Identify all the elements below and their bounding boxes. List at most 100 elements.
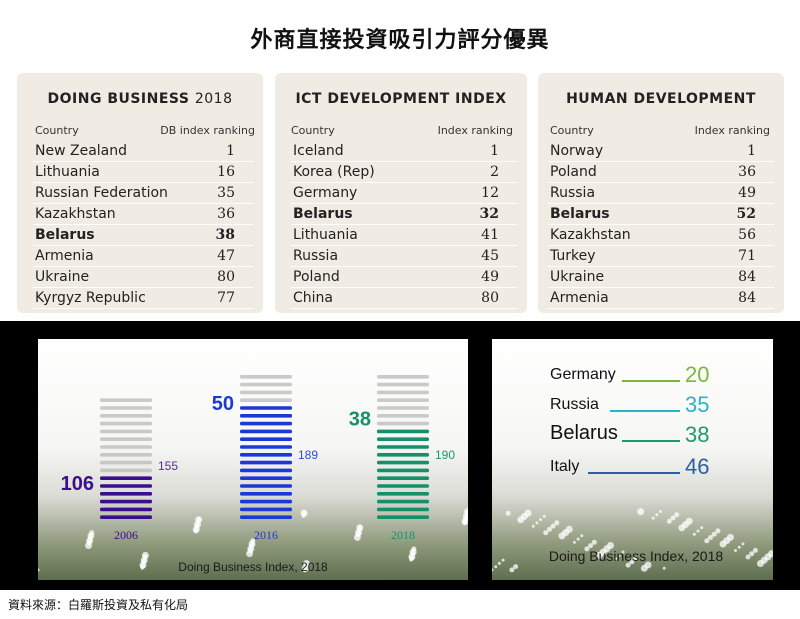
country-name: Iceland	[293, 143, 344, 159]
ranking-value: 38	[215, 227, 235, 243]
flower-decoration	[509, 567, 515, 573]
flower-decoration	[584, 546, 590, 552]
flower-decoration	[752, 547, 758, 553]
flower-decoration	[550, 523, 556, 529]
flower-decoration	[497, 561, 501, 565]
rank-bar-segment	[377, 437, 429, 441]
ranking-value: 80	[481, 290, 499, 306]
total-bar-segment	[240, 382, 292, 387]
country-name: Lithuania	[293, 227, 358, 243]
flower-decoration	[543, 530, 549, 536]
rank-value-label: 106	[61, 473, 94, 495]
country-name: New Zealand	[35, 143, 127, 159]
flower-decoration	[531, 524, 535, 528]
column-header-country: Country	[291, 124, 335, 137]
flower-decoration	[301, 514, 305, 518]
rank-bar-segment	[377, 468, 429, 473]
ranking-list: New Zealand 1 Lithuania 16 Russian Federatio…	[33, 141, 253, 309]
rank-bar-segment	[240, 453, 292, 457]
flower-decoration	[494, 565, 498, 569]
table-row: Poland 36	[548, 162, 774, 183]
country-name: Norway	[550, 143, 604, 159]
country-name: Ukraine	[550, 269, 605, 285]
ranking-value: 41	[481, 227, 499, 243]
rank-bar-segment	[240, 406, 292, 410]
country-name: Poland	[550, 164, 597, 180]
flower-decoration	[711, 531, 717, 537]
flower-decoration	[768, 550, 773, 558]
table-row: Ukraine 84	[548, 267, 774, 288]
ranking-list: Iceland 1 Korea (Rep) 2 Germany 12 Belarus 32 Li…	[291, 141, 517, 309]
flower-decoration	[535, 521, 539, 525]
ranking-value: 2	[490, 164, 499, 180]
total-bar-segment	[377, 382, 429, 387]
total-bar-segment	[100, 398, 152, 402]
flower-decoration	[708, 535, 713, 540]
flower-decoration	[539, 518, 543, 522]
table-row: Kazakhstan 56	[548, 225, 774, 246]
rank-value-label: 38	[349, 408, 371, 430]
flower-decoration	[700, 526, 704, 530]
chart-caption: Doing Business Index, 2018	[549, 548, 724, 564]
flower-decoration	[704, 538, 710, 544]
rank-bar-segment	[240, 468, 292, 473]
rank-bar-segment	[377, 445, 429, 449]
ranking-value: 1	[490, 143, 499, 159]
flower-decoration	[621, 550, 625, 554]
ranking-value: 16	[217, 164, 235, 180]
table-row: Armenia 84	[548, 288, 774, 309]
flower-decoration	[505, 510, 511, 516]
country-name: Germany	[293, 185, 358, 201]
rank-bar-segment	[377, 453, 429, 457]
country-name: Armenia	[35, 248, 94, 264]
table-row: Poland 49	[291, 267, 517, 288]
flower-decoration	[734, 549, 737, 552]
rank-bar-segment	[240, 476, 292, 480]
ranking-value: 12	[481, 185, 499, 201]
card-title: HUMAN DEVELOPMENT	[538, 91, 784, 107]
doing-business-bar-chart: 106 155 2006 50 189 2016 38 190 2018 Doing Busine…	[38, 339, 468, 580]
country-name: Armenia	[550, 290, 609, 306]
table-row: New Zealand 1	[33, 141, 253, 162]
table-row: Belarus 38	[33, 225, 253, 246]
flower-decoration	[644, 561, 652, 569]
total-countries-label: 189	[298, 448, 318, 462]
rank-bar-segment	[100, 515, 152, 519]
table-row: Russia 45	[291, 246, 517, 267]
table-row: Germany 12	[291, 183, 517, 204]
flower-decoration	[633, 556, 638, 561]
ranking-value: 52	[736, 206, 756, 222]
flower-decoration	[726, 533, 734, 541]
comparison-chart-svg: Germany 20 Russia 35 Belarus 38 Italy 46 Doing B…	[492, 362, 773, 573]
flower-decoration	[140, 566, 144, 570]
rank-bar-segment	[377, 460, 429, 465]
ranking-value: 84	[738, 269, 756, 285]
doing-business-comparison-chart: Germany 20 Russia 35 Belarus 38 Italy 46 Doing B…	[492, 339, 773, 580]
rank-bar-segment	[240, 460, 292, 465]
flower-decoration	[685, 517, 693, 525]
total-bar-segment	[377, 390, 429, 395]
flower-decoration	[588, 543, 594, 549]
flower-decoration	[546, 526, 552, 532]
ranking-list: Norway 1 Poland 36 Russia 49 Belarus 52 Kazakhst…	[548, 141, 774, 309]
table-row: Ukraine 80	[33, 267, 253, 288]
flower-decoration	[670, 515, 676, 521]
country-name: Belarus	[550, 206, 610, 222]
ranking-value: 1	[747, 143, 756, 159]
flower-decoration	[745, 554, 751, 560]
country-name: Kazakhstan	[35, 206, 116, 222]
table-row: Korea (Rep) 2	[291, 162, 517, 183]
flower-decoration	[565, 525, 573, 533]
table-row: Iceland 1	[291, 141, 517, 162]
ranking-value: 35	[217, 185, 235, 201]
table-row: Kyrgyz Republic 77	[33, 288, 253, 309]
country-label: Germany	[550, 366, 616, 383]
table-row: Turkey 71	[548, 246, 774, 267]
flower-decoration	[193, 528, 199, 534]
card-title: DOING BUSINESS 2018	[17, 91, 263, 107]
column-header-country: Country	[550, 124, 594, 137]
table-row: Russian Federation 35	[33, 183, 253, 204]
flower-decoration	[651, 516, 655, 520]
flower-decoration	[614, 557, 618, 561]
flower-decoration	[462, 520, 468, 526]
